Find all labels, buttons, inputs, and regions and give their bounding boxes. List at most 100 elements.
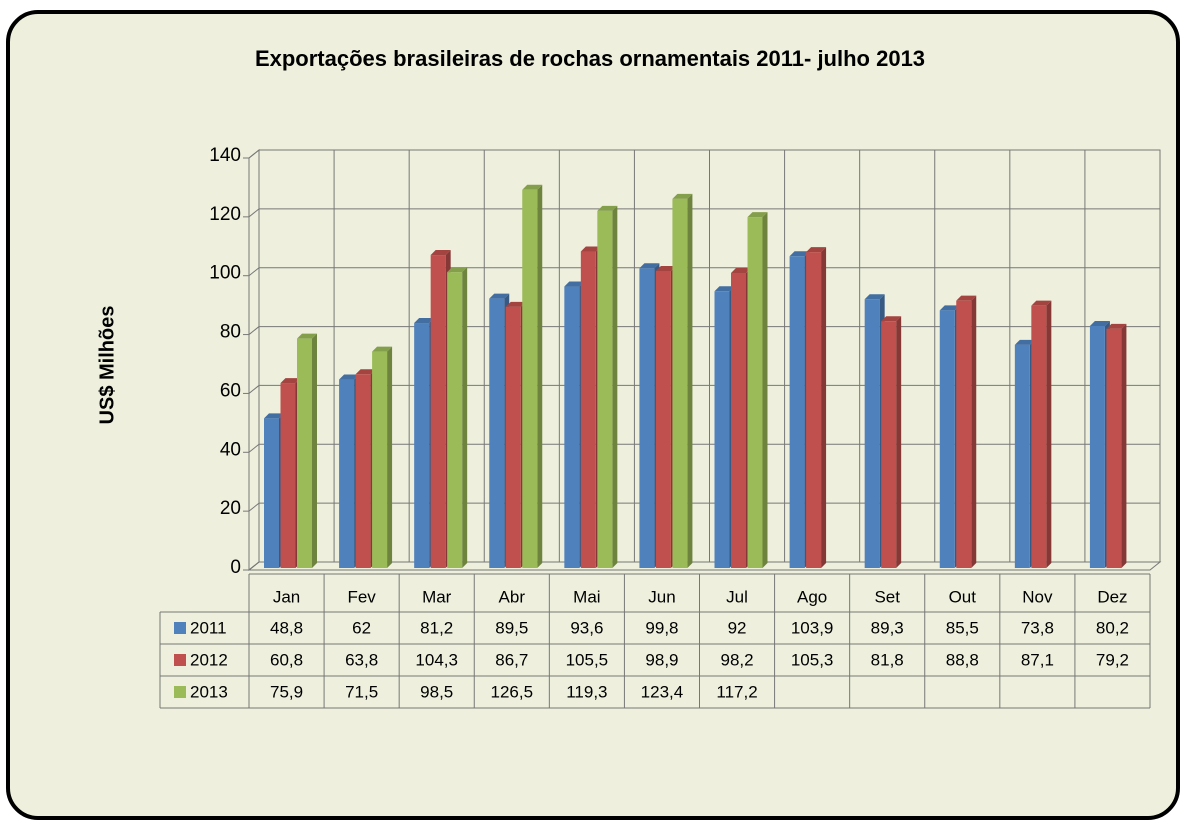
grid-line-side [248,149,260,159]
bar [580,251,596,568]
bar-top [672,193,693,199]
bar [731,273,746,568]
bar [639,268,655,568]
grid-line-side [248,385,260,394]
bar [522,189,538,568]
bar-top [339,374,360,380]
y-tick-label: 140 [209,145,241,166]
bar [264,418,279,568]
y-tick-label: 120 [209,204,241,225]
bar-side [612,205,618,568]
bar-side [462,267,468,568]
bar [939,310,955,568]
bar-side [821,247,827,569]
bar-top [414,318,435,324]
x-tick-label: Ago [797,587,827,606]
bar [597,210,613,568]
y-tick-label: 80 [220,322,241,343]
x-tick-label: Abr [499,587,526,606]
value-label: 99,8 [645,618,678,637]
bar-top [522,184,543,190]
bar [1089,325,1105,568]
value-label: 93,6 [570,618,603,637]
bar [956,300,972,568]
x-tick-label: Mai [573,587,600,606]
bar [672,198,688,568]
value-label: 105,3 [791,650,834,669]
x-tick-label: Out [949,587,977,606]
value-label: 71,5 [345,682,378,701]
bar [714,291,730,568]
value-label: 86,7 [495,650,528,669]
bar [372,351,388,568]
value-label: 73,8 [1021,618,1054,637]
value-label: 89,5 [495,618,528,637]
bar-top [747,212,768,218]
bar-top [864,294,885,300]
bar-top [1106,323,1127,329]
grid-line-side [248,561,260,571]
value-label: 79,2 [1096,650,1129,669]
x-tick-label: Jun [648,587,675,606]
bar-top [297,333,317,339]
bar-top [1089,320,1110,326]
grid-line-side [248,502,260,512]
bar-side [687,193,693,568]
x-tick-label: Fev [347,587,376,606]
bar-top [1014,339,1035,345]
x-tick-label: Nov [1022,587,1053,606]
bar [339,379,355,568]
bar-side [896,316,902,568]
grid-line-side [248,267,260,277]
bar-side [312,333,317,568]
value-label: 63,8 [345,650,378,669]
bar-top [806,247,827,253]
x-tick-label: Dez [1097,587,1127,606]
bar [864,299,880,568]
bar-top [881,316,902,322]
bar-side [971,295,977,568]
value-label: 81,8 [871,650,904,669]
bar-top [564,281,585,287]
value-label: 62 [352,618,371,637]
value-label: 119,3 [566,682,607,701]
y-tick-label: 20 [220,498,241,519]
legend-swatch [174,622,186,634]
value-label: 75,9 [270,682,303,701]
value-label: 92 [728,618,747,637]
bar [355,374,371,568]
bar [414,323,430,568]
grid-line-side [248,208,260,218]
x-tick-label: Set [874,587,900,606]
bar [430,255,446,568]
bar-side [762,212,768,568]
bar [1106,328,1122,568]
value-label: 105,5 [566,650,609,669]
bar-top [280,378,301,384]
y-tick-label: 40 [220,439,241,460]
value-label: 103,9 [791,618,834,637]
value-label: 117,2 [716,682,757,701]
bar [881,321,897,568]
bar-top [580,246,601,252]
bar-side [537,184,543,568]
bar-side [387,346,393,568]
bar-top [639,263,660,269]
value-label: 85,5 [946,618,979,637]
legend-swatch [174,686,186,698]
x-tick-label: Jan [273,587,300,606]
bar [1031,305,1047,568]
bar-top [731,268,751,274]
bar-side [1046,300,1052,568]
grid-line-side [248,326,260,335]
legend-label: 2011 [190,618,227,637]
bar-top [655,265,676,271]
y-axis-title: US$ Milhões [96,306,118,425]
bar [806,252,822,569]
bar-top [430,250,451,256]
x-tick-label: Jul [726,587,748,606]
value-label: 98,2 [720,650,753,669]
value-label: 123,4 [641,682,684,701]
bar-top [505,301,526,307]
bar [1014,344,1030,568]
